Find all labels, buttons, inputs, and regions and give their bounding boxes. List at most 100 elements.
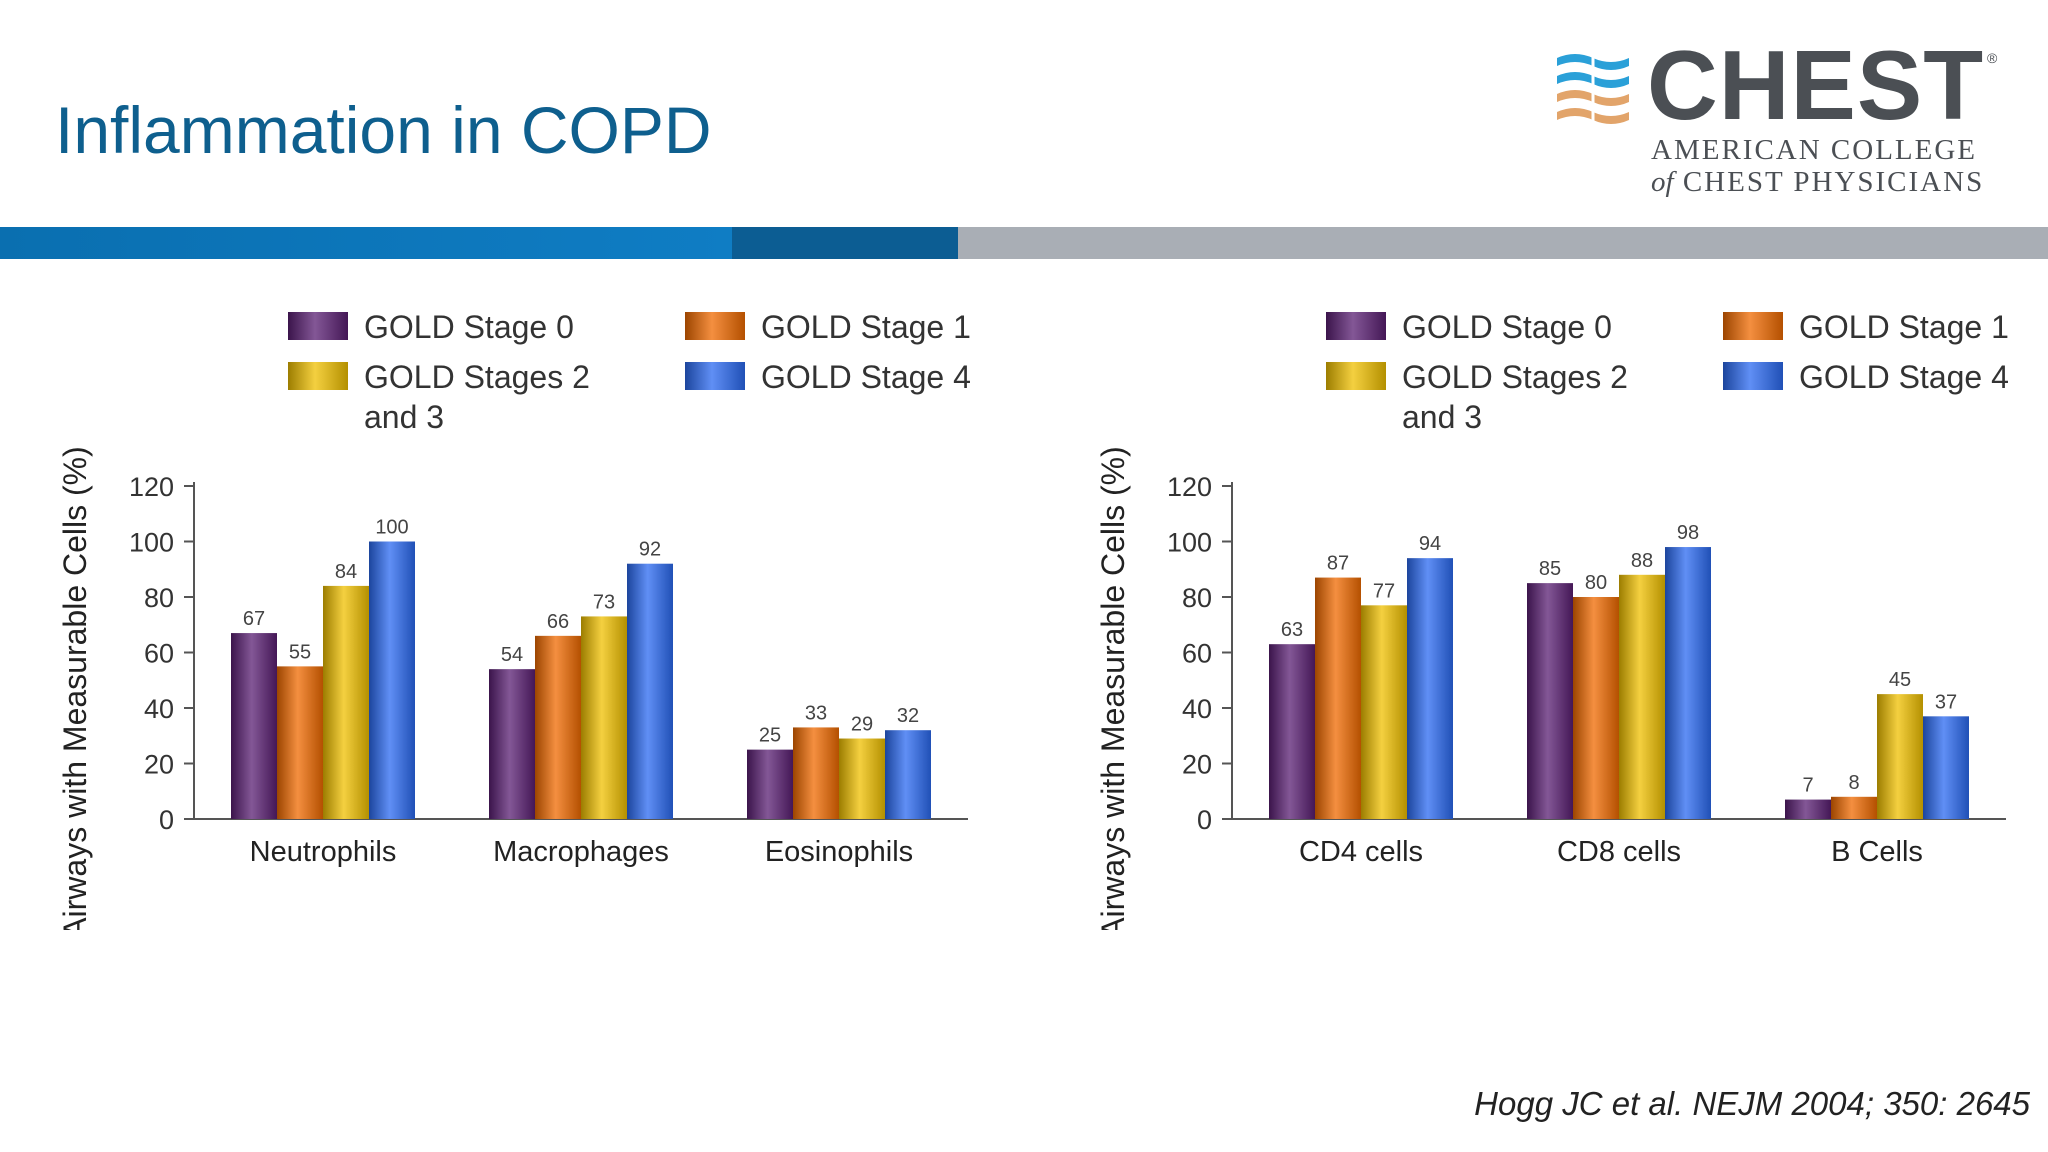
y-tick-label: 20 (1182, 750, 1212, 780)
y-axis-label: Airways with Measurable Cells (%) (1095, 446, 1131, 930)
data-label: 8 (1848, 772, 1859, 794)
legend-swatch (1723, 362, 1783, 390)
legend-label: GOLD Stage 1 (1799, 309, 2009, 345)
bar (747, 749, 793, 819)
category-label: CD4 cells (1299, 836, 1423, 868)
data-label: 92 (639, 539, 661, 561)
logo-subtitle-line2: of CHEST PHYSICIANS (1651, 166, 1984, 199)
bar (1361, 605, 1407, 819)
y-tick-label: 80 (144, 583, 174, 613)
data-label: 77 (1373, 580, 1395, 602)
category-label: B Cells (1831, 836, 1923, 868)
legend-label: GOLD Stage 1 (761, 309, 971, 345)
bar (793, 727, 839, 819)
data-label: 73 (593, 591, 615, 613)
bar (1407, 558, 1453, 819)
data-label: 67 (243, 608, 265, 630)
category-label: Neutrophils (250, 836, 397, 868)
y-tick-label: 0 (1197, 805, 1212, 835)
bar (323, 585, 369, 819)
bar (581, 616, 627, 819)
data-label: 55 (289, 641, 311, 663)
y-tick-label: 120 (1167, 472, 1212, 502)
banner-segment-gray (958, 227, 2048, 259)
bar (1877, 694, 1923, 819)
y-tick-label: 120 (129, 472, 174, 502)
category-label: Eosinophils (765, 836, 913, 868)
legend-swatch (685, 312, 745, 340)
logo-subtitle-line2-text: CHEST PHYSICIANS (1682, 166, 1985, 198)
bar (369, 541, 415, 819)
y-tick-label: 0 (159, 805, 174, 835)
data-label: 37 (1935, 691, 1957, 713)
slide-title: Inflammation in COPD (55, 93, 712, 167)
data-label: 88 (1631, 550, 1653, 572)
legend-label: GOLD Stage 4 (1799, 359, 2009, 395)
data-label: 32 (897, 705, 919, 727)
data-label: 29 (851, 714, 873, 736)
data-label: 45 (1889, 669, 1911, 691)
bar (839, 738, 885, 819)
banner-segment-blue (0, 227, 732, 259)
citation: Hogg JC et al. NEJM 2004; 350: 2645 (1474, 1085, 2030, 1122)
y-tick-label: 40 (1182, 694, 1212, 724)
bar (231, 633, 277, 819)
data-label: 100 (375, 517, 408, 539)
legend-swatch (685, 362, 745, 390)
chest-logo: CHEST ® AMERICAN COLLEGE of CHEST PHYSIC… (1555, 36, 1997, 202)
category-label: Macrophages (493, 836, 669, 868)
data-label: 66 (547, 611, 569, 633)
legend-swatch (288, 362, 348, 390)
legend-swatch (288, 312, 348, 340)
data-label: 54 (501, 644, 523, 666)
chest-logo-wordmark: CHEST (1647, 30, 1985, 140)
legend-label: GOLD Stage 0 (1402, 309, 1612, 345)
y-tick-label: 80 (1182, 583, 1212, 613)
y-tick-label: 60 (1182, 639, 1212, 669)
legend-swatch (1723, 312, 1783, 340)
header-banner (0, 227, 2048, 259)
bar (1923, 716, 1969, 819)
data-label: 98 (1677, 522, 1699, 544)
y-tick-label: 100 (129, 528, 174, 558)
y-tick-label: 100 (1167, 528, 1212, 558)
bar (627, 563, 673, 819)
chart-adaptive-cells: GOLD Stage 0 GOLD Stage 1 GOLD Stages 2 and… (1078, 290, 2048, 930)
data-label: 25 (759, 725, 781, 747)
data-label: 87 (1327, 553, 1349, 575)
data-label: 63 (1281, 619, 1303, 641)
legend-label: GOLD Stages 2 (364, 359, 590, 395)
logo-subtitle-of: of (1651, 166, 1674, 198)
y-tick-label: 40 (144, 694, 174, 724)
data-label: 84 (335, 561, 357, 583)
bar (1665, 547, 1711, 819)
legend-label: and 3 (1402, 399, 1482, 435)
bar (1315, 577, 1361, 819)
chest-logo-mark-icon (1557, 50, 1629, 128)
bar (1573, 597, 1619, 819)
legend-label: GOLD Stage 0 (364, 309, 574, 345)
chart-innate-cells-svg: GOLD Stage 0 GOLD Stage 1 GOLD Stages 2 and… (57, 309, 971, 930)
data-label: 7 (1802, 775, 1813, 797)
y-tick-label: 60 (144, 639, 174, 669)
data-label: 80 (1585, 572, 1607, 594)
bar (489, 669, 535, 819)
category-label: CD8 cells (1557, 836, 1681, 868)
legend-label: GOLD Stages 2 (1402, 359, 1628, 395)
legend-label: and 3 (364, 399, 444, 435)
bar (535, 635, 581, 819)
banner-segment-dark-blue (732, 227, 958, 259)
bar (1831, 796, 1877, 819)
bar (1527, 583, 1573, 819)
bar (1269, 644, 1315, 819)
y-axis-label: Airways with Measurable Cells (%) (57, 446, 93, 930)
data-label: 85 (1539, 558, 1561, 580)
data-label: 33 (805, 702, 827, 724)
bar (885, 730, 931, 819)
legend-swatch (1326, 362, 1386, 390)
legend-swatch (1326, 312, 1386, 340)
data-label: 94 (1419, 533, 1441, 555)
bar (1619, 574, 1665, 819)
chart-adaptive-cells-svg: GOLD Stage 0 GOLD Stage 1 GOLD Stages 2 and… (1095, 309, 2009, 930)
legend-label: GOLD Stage 4 (761, 359, 971, 395)
